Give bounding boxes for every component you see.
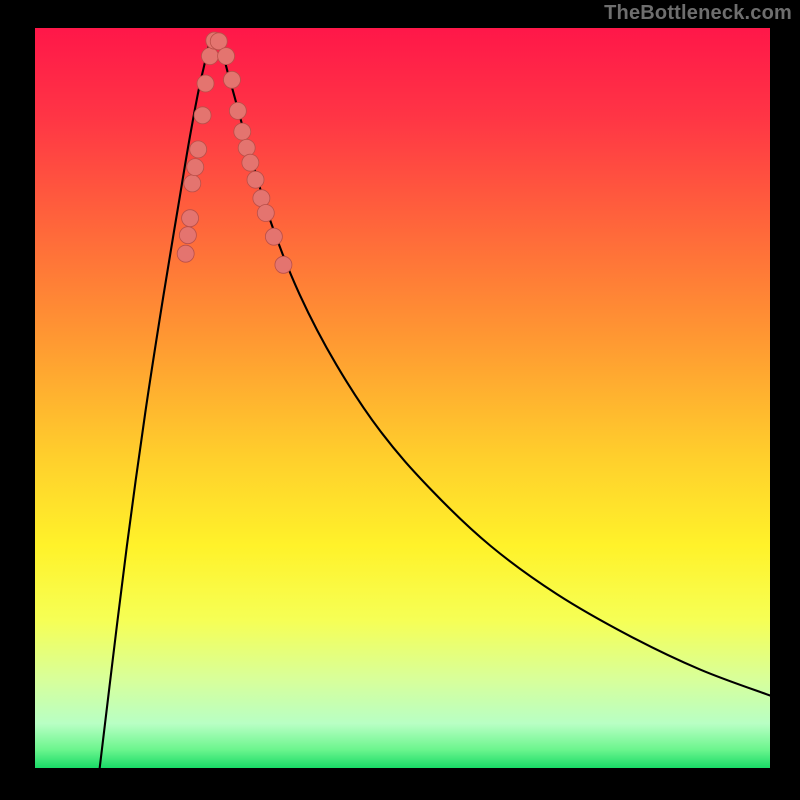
data-marker — [197, 75, 214, 92]
data-marker — [223, 71, 240, 88]
data-marker — [201, 48, 218, 65]
data-marker — [187, 159, 204, 176]
data-marker — [234, 123, 251, 140]
data-marker — [190, 141, 207, 158]
watermark-text: TheBottleneck.com — [604, 2, 792, 25]
data-marker — [265, 228, 282, 245]
plot-svg — [0, 0, 800, 800]
plot-background — [35, 28, 770, 768]
data-marker — [229, 102, 246, 119]
data-marker — [218, 48, 235, 65]
data-marker — [210, 33, 227, 50]
data-marker — [275, 256, 292, 273]
data-marker — [257, 205, 274, 222]
data-marker — [182, 210, 199, 227]
data-marker — [238, 139, 255, 156]
bottleneck-chart: TheBottleneck.com — [0, 0, 800, 800]
data-marker — [184, 175, 201, 192]
data-marker — [253, 190, 270, 207]
data-marker — [179, 227, 196, 244]
data-marker — [177, 245, 194, 262]
data-marker — [247, 171, 264, 188]
data-marker — [194, 107, 211, 124]
data-marker — [242, 154, 259, 171]
